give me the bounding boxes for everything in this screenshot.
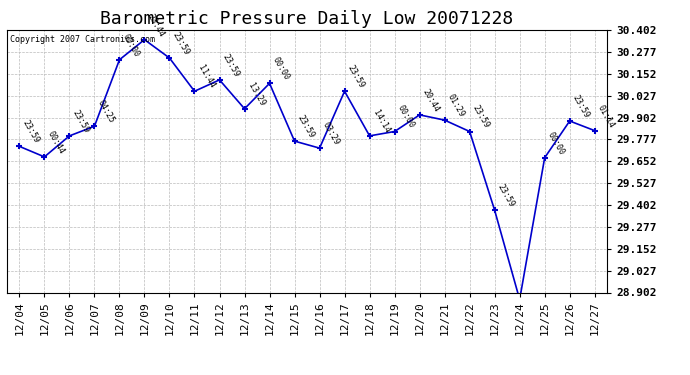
Text: 14:14: 14:14 <box>371 108 391 135</box>
Text: 23:59: 23:59 <box>346 64 366 90</box>
Text: 00:00: 00:00 <box>546 130 566 156</box>
Text: 11:44: 11:44 <box>196 64 216 90</box>
Text: 00:44: 00:44 <box>46 129 66 156</box>
Text: 00:00: 00:00 <box>121 32 141 58</box>
Text: 23:59: 23:59 <box>221 53 242 78</box>
Text: 23:44: 23:44 <box>146 12 166 38</box>
Text: 04:25: 04:25 <box>96 99 116 125</box>
Text: 23:59: 23:59 <box>71 108 91 135</box>
Text: 03:29: 03:29 <box>321 121 342 147</box>
Text: 23:59: 23:59 <box>21 119 41 145</box>
Text: 23:59: 23:59 <box>496 183 516 209</box>
Text: 23:59: 23:59 <box>571 93 591 120</box>
Text: 01:29: 01:29 <box>446 93 466 119</box>
Text: 23:59: 23:59 <box>471 104 491 130</box>
Text: 20:44: 20:44 <box>421 87 442 114</box>
Text: Copyright 2007 Cartronics.com: Copyright 2007 Cartronics.com <box>10 35 155 44</box>
Text: 01:14: 01:14 <box>596 103 616 129</box>
Text: 05:59: 05:59 <box>0 374 1 375</box>
Text: 13:29: 13:29 <box>246 81 266 107</box>
Text: 00:00: 00:00 <box>271 56 291 82</box>
Text: 23:59: 23:59 <box>296 114 316 140</box>
Title: Barometric Pressure Daily Low 20071228: Barometric Pressure Daily Low 20071228 <box>101 10 513 28</box>
Text: 00:00: 00:00 <box>396 104 416 130</box>
Text: 23:59: 23:59 <box>171 30 191 57</box>
